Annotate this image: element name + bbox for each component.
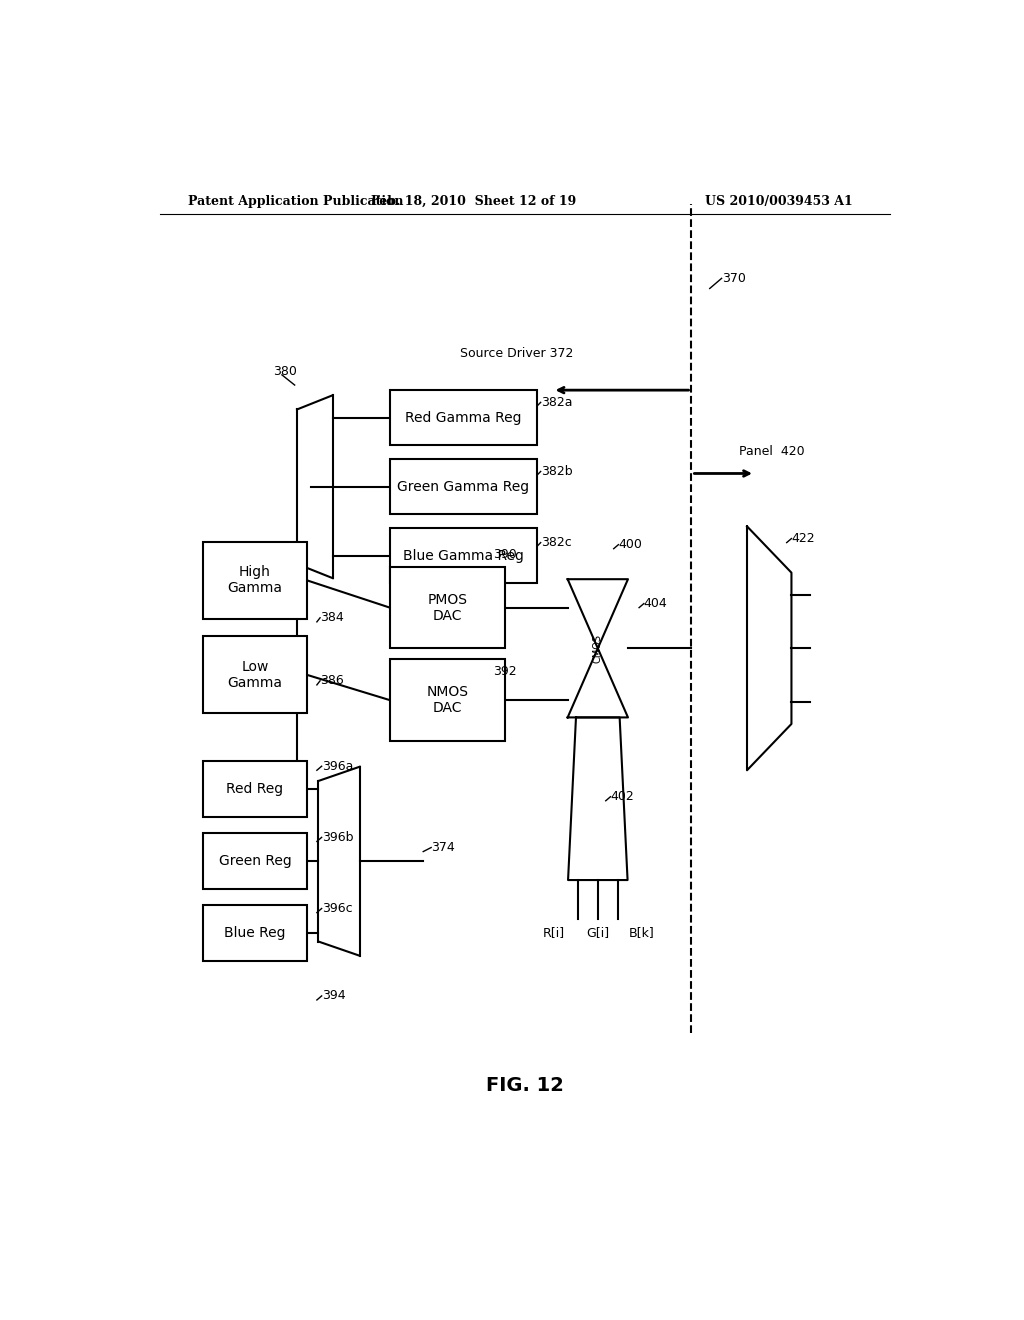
FancyBboxPatch shape: [390, 391, 537, 445]
Text: 402: 402: [610, 791, 634, 803]
Text: CMOS: CMOS: [593, 634, 603, 663]
Text: 374: 374: [431, 841, 455, 854]
Text: 382b: 382b: [541, 465, 572, 478]
Text: Feb. 18, 2010  Sheet 12 of 19: Feb. 18, 2010 Sheet 12 of 19: [371, 194, 575, 207]
Text: Green Gamma Reg: Green Gamma Reg: [397, 479, 529, 494]
Text: Patent Application Publication: Patent Application Publication: [187, 194, 403, 207]
Text: Panel  420: Panel 420: [739, 445, 805, 458]
Text: Source Driver 372: Source Driver 372: [460, 347, 573, 360]
Text: 392: 392: [494, 665, 517, 678]
Text: Red Gamma Reg: Red Gamma Reg: [406, 411, 521, 425]
Text: 386: 386: [321, 675, 344, 688]
Text: 394: 394: [322, 990, 345, 1002]
Text: 380: 380: [273, 366, 297, 379]
FancyBboxPatch shape: [204, 636, 306, 713]
Text: 396a: 396a: [322, 760, 353, 772]
FancyBboxPatch shape: [390, 528, 537, 583]
Text: PMOS
DAC: PMOS DAC: [427, 593, 467, 623]
Text: Green Reg: Green Reg: [218, 854, 292, 869]
Text: Blue Gamma Reg: Blue Gamma Reg: [402, 549, 523, 562]
Text: B[k]: B[k]: [629, 927, 654, 940]
FancyBboxPatch shape: [204, 833, 306, 890]
Text: 382c: 382c: [541, 536, 571, 549]
Text: NMOS
DAC: NMOS DAC: [426, 685, 468, 715]
Text: 382a: 382a: [541, 396, 572, 409]
Text: 400: 400: [618, 539, 642, 552]
Text: 404: 404: [644, 597, 668, 610]
Text: 370: 370: [722, 272, 745, 285]
FancyBboxPatch shape: [390, 459, 537, 515]
FancyBboxPatch shape: [390, 568, 505, 648]
Text: 422: 422: [792, 532, 815, 545]
Text: Red Reg: Red Reg: [226, 781, 284, 796]
Text: Blue Reg: Blue Reg: [224, 927, 286, 940]
Text: G[i]: G[i]: [587, 927, 609, 940]
Text: FIG. 12: FIG. 12: [485, 1076, 564, 1094]
Text: R[i]: R[i]: [543, 927, 565, 940]
FancyBboxPatch shape: [204, 541, 306, 619]
Text: Low
Gamma: Low Gamma: [227, 660, 283, 690]
Text: 390: 390: [494, 548, 517, 561]
Text: 396c: 396c: [322, 902, 352, 915]
Text: 384: 384: [321, 611, 344, 624]
FancyBboxPatch shape: [390, 660, 505, 741]
Text: High
Gamma: High Gamma: [227, 565, 283, 595]
Text: US 2010/0039453 A1: US 2010/0039453 A1: [705, 194, 853, 207]
FancyBboxPatch shape: [204, 906, 306, 961]
FancyBboxPatch shape: [204, 762, 306, 817]
Text: 396b: 396b: [322, 830, 353, 843]
